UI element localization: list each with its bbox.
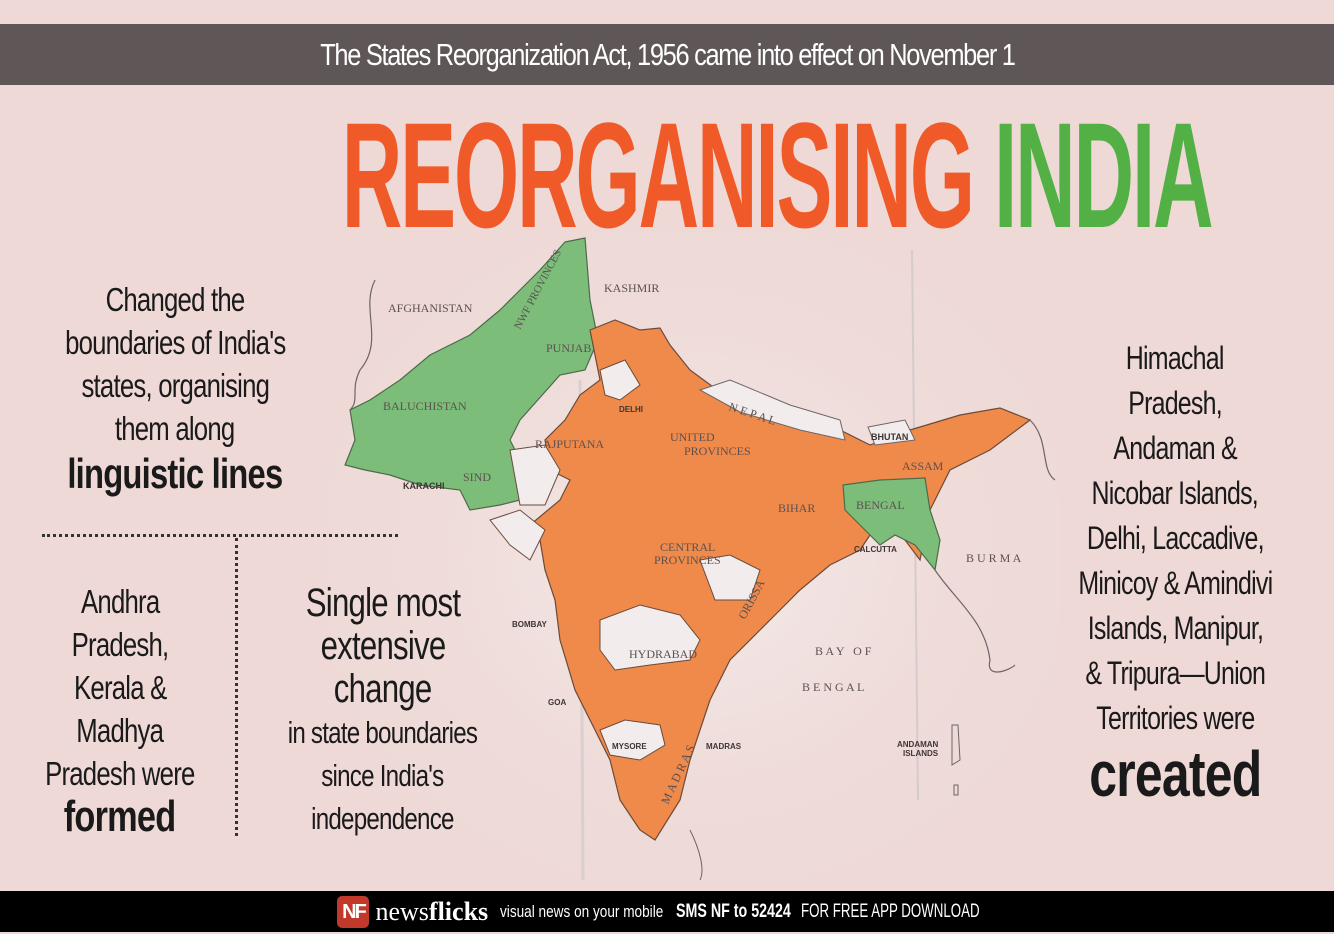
dotted-divider-horizontal	[42, 534, 398, 537]
tagline: visual news on your mobile	[500, 901, 664, 921]
text-line: boundaries of India's	[64, 324, 286, 361]
label-madras: MADRAS	[706, 742, 742, 751]
text-line: independence	[311, 801, 454, 836]
india-1947-map: AFGHANISTAN KASHMIR NWF PROVINCES PUNJAB…	[330, 232, 1060, 882]
text-line: Territories were	[1095, 700, 1255, 736]
text-line: Islands, Manipur,	[1087, 610, 1263, 646]
extensive-change-block: Single most extensive change in state bo…	[240, 582, 525, 840]
label-assam: ASSAM	[902, 459, 944, 473]
pakistan-region	[344, 237, 599, 511]
label-rajputana: RAJPUTANA	[535, 437, 604, 451]
text-line: Andhra	[80, 583, 160, 620]
footer-bar: NF newsflicks visual news on your mobile…	[0, 891, 1334, 932]
label-united: UNITED	[670, 430, 715, 444]
text-line: Delhi, Laccadive,	[1086, 520, 1265, 556]
union-territories-block: Himachal Pradesh, Andaman & Nicobar Isla…	[1048, 336, 1302, 807]
label-hydrabad: HYDRABAD	[629, 647, 697, 661]
headline-india: INDIA	[993, 91, 1214, 259]
text-line: Minicoy & Amindivi	[1077, 565, 1273, 601]
label-mysore: MYSORE	[612, 742, 647, 751]
label-bihar: BIHAR	[778, 501, 815, 515]
text-line: states, organising	[81, 367, 269, 404]
label-baluchistan: BALUCHISTAN	[383, 399, 467, 413]
brand-name: newsflicks	[375, 897, 488, 927]
label-burma: B U R M A	[966, 551, 1022, 565]
banner-text: The States Reorganization Act, 1956 came…	[319, 36, 1016, 72]
linguistic-lines-block: Changed the boundaries of India's states…	[0, 278, 350, 498]
label-calcutta: CALCUTTA	[854, 545, 897, 554]
text-line: Pradesh,	[1128, 385, 1222, 421]
label-bengal-sea: B E N G A L	[802, 680, 864, 694]
label-central: CENTRAL	[660, 540, 715, 554]
label-delhi: DELHI	[619, 405, 643, 414]
text-line: Single most	[305, 581, 460, 625]
text-line: Pradesh were	[45, 755, 195, 792]
emphasis-linguistic-lines: linguistic lines	[67, 450, 283, 497]
text-line: Changed the	[105, 281, 246, 318]
label-karachi: KARACHI	[403, 481, 445, 491]
label-afghanistan: AFGHANISTAN	[388, 301, 473, 315]
text-line: Kerala &	[73, 669, 167, 706]
sms-code: SMS NF to 52424	[676, 900, 792, 922]
label-bengal: BENGAL	[856, 498, 905, 512]
east-bengal-region	[842, 477, 941, 572]
text-line: & Tripura—Union	[1085, 655, 1266, 691]
label-bay-of: B A Y O F	[815, 644, 872, 658]
label-bombay: BOMBAY	[512, 620, 547, 629]
label-andaman: ANDAMAN	[897, 740, 939, 749]
label-punjab: PUNJAB	[546, 341, 591, 355]
label-provinces-up: PROVINCES	[684, 444, 751, 458]
text-line: Madhya	[76, 712, 165, 749]
label-sind: SIND	[463, 470, 491, 484]
top-banner: The States Reorganization Act, 1956 came…	[0, 24, 1334, 85]
dotted-divider-vertical	[235, 538, 238, 836]
text-line: since India's	[321, 758, 444, 793]
label-bhutan: BHUTAN	[871, 432, 908, 442]
headline: REORGANISING INDIA	[0, 100, 1334, 250]
brand-light: news	[375, 896, 429, 926]
label-kashmir: KASHMIR	[604, 281, 659, 295]
download-cta: FOR FREE APP DOWNLOAD	[801, 900, 980, 922]
brand-bold: flicks	[428, 896, 489, 926]
label-provinces-cp: PROVINCES	[654, 553, 721, 567]
headline-reorganising: REORGANISING	[341, 91, 975, 259]
emphasis-created: created	[1088, 738, 1262, 810]
emphasis-formed: formed	[64, 792, 176, 841]
text-line: Pradesh,	[71, 626, 170, 663]
text-line: Andaman &	[1113, 430, 1237, 466]
text-line: Himachal	[1126, 340, 1225, 376]
newsflicks-logo-icon: NF	[337, 895, 370, 928]
text-line: in state boundaries	[287, 715, 478, 750]
label-goa: GOA	[548, 698, 566, 707]
states-formed-block: Andhra Pradesh, Kerala & Madhya Pradesh …	[0, 580, 240, 839]
text-line: extensive	[320, 624, 446, 668]
text-line: them along	[115, 410, 235, 447]
text-line: Nicobar Islands,	[1091, 475, 1259, 511]
text-line: change	[333, 667, 432, 711]
label-andaman-islands: ISLANDS	[903, 749, 939, 758]
